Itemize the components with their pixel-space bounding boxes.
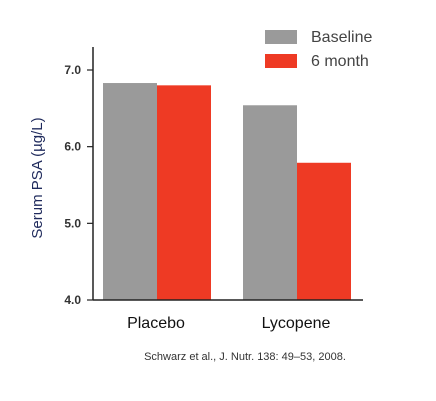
y-tick-label-7.0: 7.0 (64, 63, 81, 77)
y-ticks-group: 4.0 5.0 6.0 7.0 (64, 63, 93, 307)
bar-placebo-baseline (103, 83, 157, 301)
bar-placebo-6-month (157, 85, 211, 300)
bar-lycopene-6-month (297, 162, 351, 300)
y-tick-label-6.0: 6.0 (64, 140, 81, 154)
y-tick-label-4.0: 4.0 (64, 293, 81, 307)
legend-label-6-month: 6 month (311, 53, 369, 70)
legend-swatch-6-month (265, 54, 297, 68)
citation: Schwarz et al., J. Nutr. 138: 49–53, 200… (144, 351, 346, 363)
y-axis-label: Serum PSA (µg/L) (29, 117, 46, 238)
bars-group (103, 83, 351, 301)
bar-lycopene-baseline (243, 105, 297, 301)
legend-label-baseline: Baseline (311, 29, 372, 46)
x-tick-label-lycopene: Lycopene (262, 315, 331, 332)
legend-swatch-baseline (265, 30, 297, 44)
x-tick-label-placebo: Placebo (127, 315, 185, 332)
legend: Baseline 6 month (265, 29, 372, 70)
y-tick-label-5.0: 5.0 (64, 216, 81, 230)
